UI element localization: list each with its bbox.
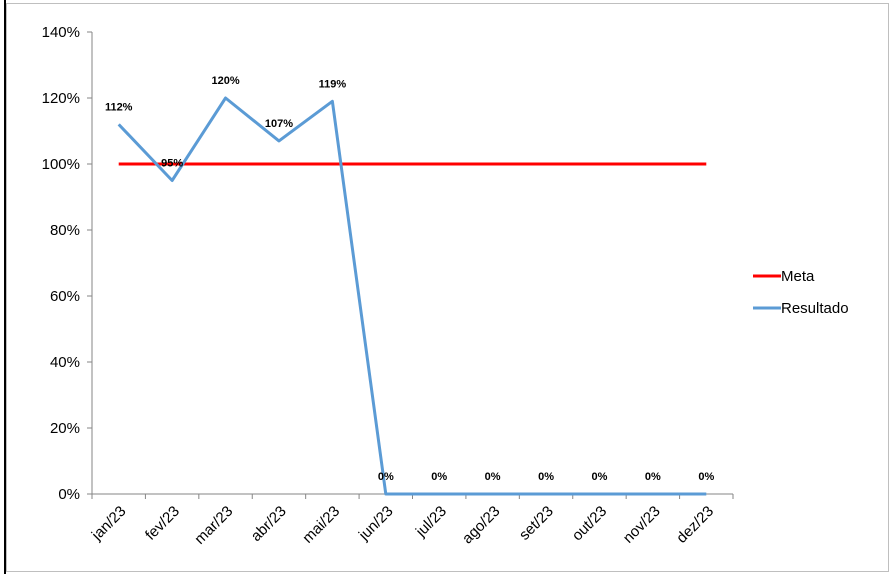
y-tick-label: 140% — [42, 24, 80, 41]
legend-label-meta: Meta — [781, 268, 815, 285]
x-tick-label: mar/23 — [191, 503, 236, 548]
y-tick-label: 20% — [50, 420, 80, 437]
data-label: 112% — [105, 101, 133, 113]
data-label: 95% — [161, 158, 183, 170]
data-label: 0% — [645, 471, 661, 483]
x-tick-label: set/23 — [516, 503, 557, 544]
x-tick-label: mai/23 — [299, 503, 343, 547]
data-label: 0% — [431, 471, 447, 483]
x-tick-label: nov/23 — [620, 503, 664, 547]
x-tick-label: dez/23 — [673, 503, 717, 547]
data-label: 0% — [592, 471, 608, 483]
legend-label-resultado: Resultado — [781, 300, 849, 317]
data-label: 0% — [538, 471, 554, 483]
data-label: 119% — [319, 78, 347, 90]
x-tick-label: fev/23 — [142, 503, 183, 544]
y-tick-label: 80% — [50, 222, 80, 239]
y-tick-label: 100% — [42, 156, 80, 173]
data-label: 0% — [485, 471, 501, 483]
x-tick-label: out/23 — [569, 503, 611, 545]
y-tick-label: 60% — [50, 288, 80, 305]
data-label: 107% — [265, 118, 293, 130]
x-tick-label: jun/23 — [355, 503, 397, 545]
series-line-resultado — [117, 96, 707, 496]
x-tick-label: jan/23 — [88, 503, 130, 545]
x-tick-label: ago/23 — [459, 503, 503, 547]
x-tick-label: jul/23 — [412, 503, 450, 541]
chart-area: 0% 20% 40% 60% 80% 100% 120% 140% jan/23 fev/23 ma… — [6, 3, 889, 572]
data-label: 0% — [698, 471, 714, 483]
x-tick-label: abr/23 — [248, 503, 290, 545]
data-label: 120% — [211, 75, 239, 87]
y-tick-label: 40% — [50, 354, 80, 371]
y-tick-label: 0% — [58, 486, 80, 503]
data-label: 0% — [378, 471, 394, 483]
left-border-line — [4, 0, 6, 574]
y-tick-label: 120% — [42, 90, 80, 107]
line-chart: 0%20%40%60%80%100%120%140%jan/23 fev/23 ma… — [42, 24, 849, 548]
